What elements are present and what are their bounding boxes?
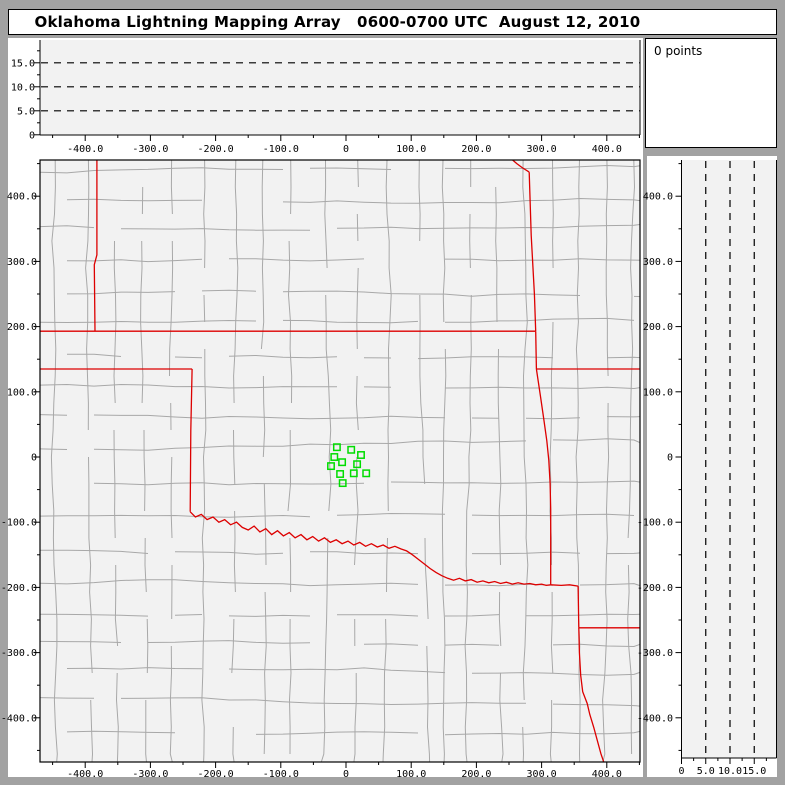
lma-station-marker: [338, 458, 347, 467]
svg-text:-200.0: -200.0: [198, 769, 234, 780]
title-bar: Oklahoma Lightning Mapping Array 0600-07…: [8, 9, 777, 35]
lma-station-marker: [336, 470, 345, 478]
svg-text:100.0: 100.0: [643, 387, 673, 398]
plan-view-map[interactable]: -400.0 -300.0 -200.0 -100.0 0 100.0 200.0 300.0…: [1, 156, 643, 780]
svg-text:0: 0: [343, 769, 349, 780]
border-red-river-east: [550, 584, 579, 587]
plan-view-map-panel[interactable]: -400.0 -300.0 -200.0 -100.0 0 100.0 200.0 300.0…: [1, 156, 643, 780]
points-count-box: 0 points: [645, 38, 777, 148]
svg-text:15.0: 15.0: [11, 58, 35, 69]
svg-text:-300.0: -300.0: [1, 648, 37, 659]
altitude-ns-panel[interactable]: -400.0 -300.0 -200.0 -100.0 0 100.0 200.0 300.0…: [637, 156, 777, 777]
svg-text:-400.0: -400.0: [637, 713, 673, 724]
svg-text:300.0: 300.0: [7, 257, 37, 268]
county-lines: [40, 160, 640, 762]
lma-station-marker: [332, 443, 341, 452]
ns-alt-axes: -400.0 -300.0 -200.0 -100.0 0 100.0 200.0 300.0…: [637, 160, 777, 777]
svg-text:-400.0: -400.0: [1, 713, 37, 724]
svg-text:-200.0: -200.0: [198, 144, 234, 155]
border-oklahoma-missouri: [535, 331, 538, 370]
svg-text:0: 0: [31, 453, 37, 464]
svg-text:5.0: 5.0: [17, 106, 35, 117]
svg-text:-100.0: -100.0: [263, 769, 299, 780]
svg-text:0: 0: [343, 144, 349, 155]
svg-text:200.0: 200.0: [461, 144, 491, 155]
window-title: Oklahoma Lightning Mapping Array 0600-07…: [34, 13, 641, 31]
lma-station-marker: [338, 479, 347, 488]
ew-alt-axes: 0 5.0 10.0 15.0 -400.0 -300.0 -200.0 -100.0 0 100…: [11, 40, 641, 155]
svg-text:-300.0: -300.0: [637, 648, 673, 659]
lma-station-marker: [362, 469, 371, 478]
svg-text:400.0: 400.0: [592, 769, 622, 780]
lma-station-marker: [353, 460, 362, 469]
svg-text:100.0: 100.0: [7, 387, 37, 398]
svg-text:0: 0: [678, 766, 684, 777]
svg-text:-100.0: -100.0: [1, 518, 37, 529]
lma-station-marker: [349, 469, 358, 478]
map-axes: -400.0 -300.0 -200.0 -100.0 0 100.0 200.0 300.0…: [1, 163, 640, 780]
svg-text:300.0: 300.0: [643, 257, 673, 268]
border-texas-louisiana: [578, 627, 605, 762]
border-texas-arkansas: [577, 586, 580, 628]
svg-text:200.0: 200.0: [461, 769, 491, 780]
svg-text:200.0: 200.0: [7, 322, 37, 333]
svg-text:300.0: 300.0: [527, 769, 557, 780]
lma-station-marker: [330, 453, 339, 461]
lma-station-marker: [357, 451, 365, 459]
altitude-ns-chart[interactable]: -400.0 -300.0 -200.0 -100.0 0 100.0 200.0 300.0…: [637, 156, 777, 777]
svg-text:200.0: 200.0: [643, 322, 673, 333]
border-colorado-kansas: [93, 160, 98, 332]
altitude-ew-panel[interactable]: 0 5.0 10.0 15.0 -400.0 -300.0 -200.0 -100.0 0 100…: [8, 38, 643, 156]
svg-text:400.0: 400.0: [592, 144, 622, 155]
border-kansas-missouri: [528, 172, 537, 332]
lma-station-marker: [347, 445, 356, 454]
svg-text:-400.0: -400.0: [67, 144, 103, 155]
svg-text:0: 0: [667, 453, 673, 464]
svg-text:-300.0: -300.0: [132, 769, 168, 780]
border-texas-100W: [189, 368, 193, 512]
svg-text:400.0: 400.0: [643, 192, 673, 203]
svg-text:100.0: 100.0: [396, 769, 426, 780]
svg-text:10.0: 10.0: [718, 766, 742, 777]
svg-text:-300.0: -300.0: [132, 144, 168, 155]
state-borders: [40, 160, 640, 762]
border-oklahoma-arkansas: [535, 368, 552, 585]
svg-text:-100.0: -100.0: [263, 144, 299, 155]
points-count-label: 0 points: [654, 44, 703, 58]
svg-text:-200.0: -200.0: [637, 583, 673, 594]
lma-stations: [327, 443, 371, 488]
lma-station-marker: [327, 462, 335, 471]
svg-text:300.0: 300.0: [527, 144, 557, 155]
svg-text:10.0: 10.0: [11, 82, 35, 93]
svg-text:15.0: 15.0: [742, 766, 766, 777]
altitude-ew-chart[interactable]: 0 5.0 10.0 15.0 -400.0 -300.0 -200.0 -100.0 0 100…: [8, 38, 643, 156]
svg-text:400.0: 400.0: [7, 192, 37, 203]
svg-text:5.0: 5.0: [697, 766, 715, 777]
svg-text:-100.0: -100.0: [637, 518, 673, 529]
border-red-river: [189, 511, 551, 587]
svg-text:-400.0: -400.0: [67, 769, 103, 780]
svg-text:0: 0: [29, 130, 35, 141]
svg-text:100.0: 100.0: [396, 144, 426, 155]
svg-text:-200.0: -200.0: [1, 583, 37, 594]
border-missouri-river: [511, 160, 530, 173]
